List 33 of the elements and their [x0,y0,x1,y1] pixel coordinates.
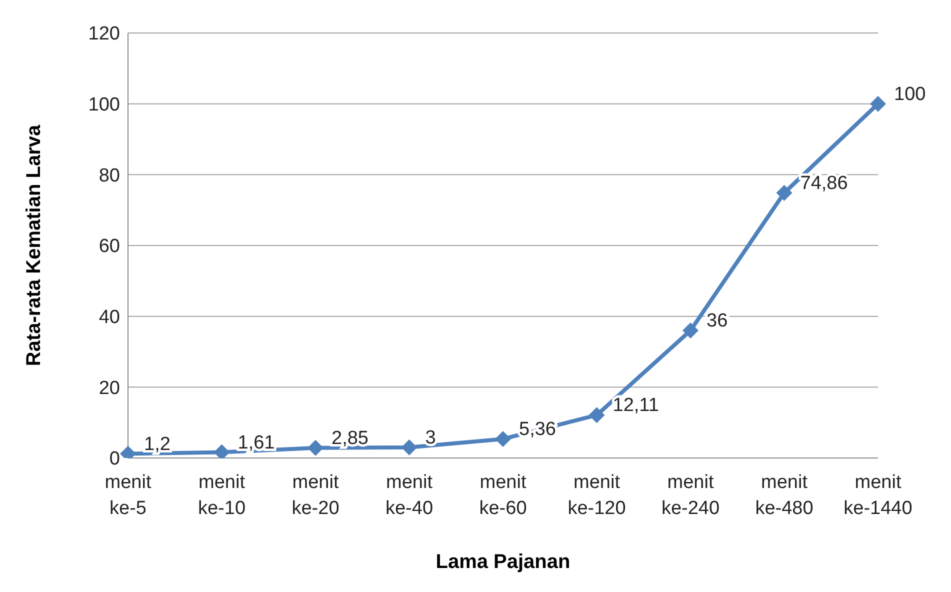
x-tick-label: menit ke-1440 [844,472,912,519]
x-tick-label: menit ke-20 [292,472,340,519]
point [495,431,511,448]
y-tick-label: 20 [98,378,120,399]
x-tick-label: menit ke-40 [385,472,434,519]
data-label: 74,86 [800,172,848,194]
data-label: 3 [425,427,436,448]
data-label: 1,2 [144,434,170,455]
x-tick-label: menit ke-480 [755,472,814,519]
x-tick-label: menit ke-240 [661,472,720,519]
point [588,407,605,424]
data-label: 12,11 [612,395,659,416]
x-tick-label: menit ke-120 [568,472,626,519]
data-label: 36 [706,310,728,332]
y-axis-title: Rata-rata Kematian Larva [23,124,46,366]
point [870,96,886,112]
point [308,440,324,456]
data-label: 2,85 [332,428,368,449]
y-tick-label: 100 [88,94,120,116]
y-tick-label: 80 [98,165,120,186]
point [401,439,418,456]
x-tick-label: menit ke-10 [198,472,246,519]
x-tick-label: menit ke-5 [104,472,152,519]
data-label: 1,61 [238,432,275,454]
data-label: 100 [894,84,926,105]
y-tick-label: 60 [98,236,120,258]
x-axis-title: Lama Pajanan [436,551,570,573]
point [682,322,698,338]
y-tick-label: 0 [109,448,120,470]
y-tick-label: 40 [98,307,120,328]
y-tick-label: 120 [88,24,120,45]
x-tick-label: menit ke-60 [479,472,527,519]
point [776,184,792,201]
